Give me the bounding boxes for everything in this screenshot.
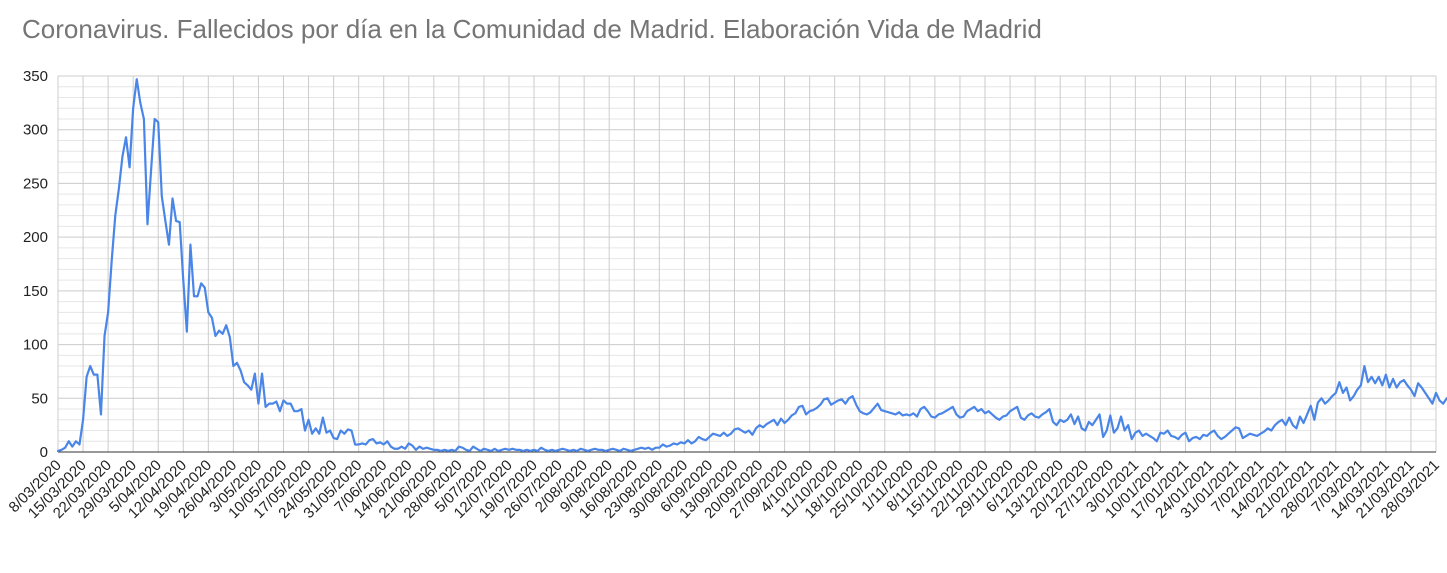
y-tick-label: 50 (31, 390, 48, 407)
y-tick-label: 300 (23, 122, 48, 139)
y-tick-label: 150 (23, 283, 48, 300)
y-tick-label: 250 (23, 175, 48, 192)
chart-title: Coronavirus. Fallecidos por día en la Co… (22, 14, 1042, 44)
y-tick-label: 200 (23, 229, 48, 246)
y-tick-label: 100 (23, 337, 48, 354)
y-tick-label: 350 (23, 68, 48, 85)
y-tick-label: 0 (40, 444, 48, 461)
series-line (56, 78, 1447, 453)
